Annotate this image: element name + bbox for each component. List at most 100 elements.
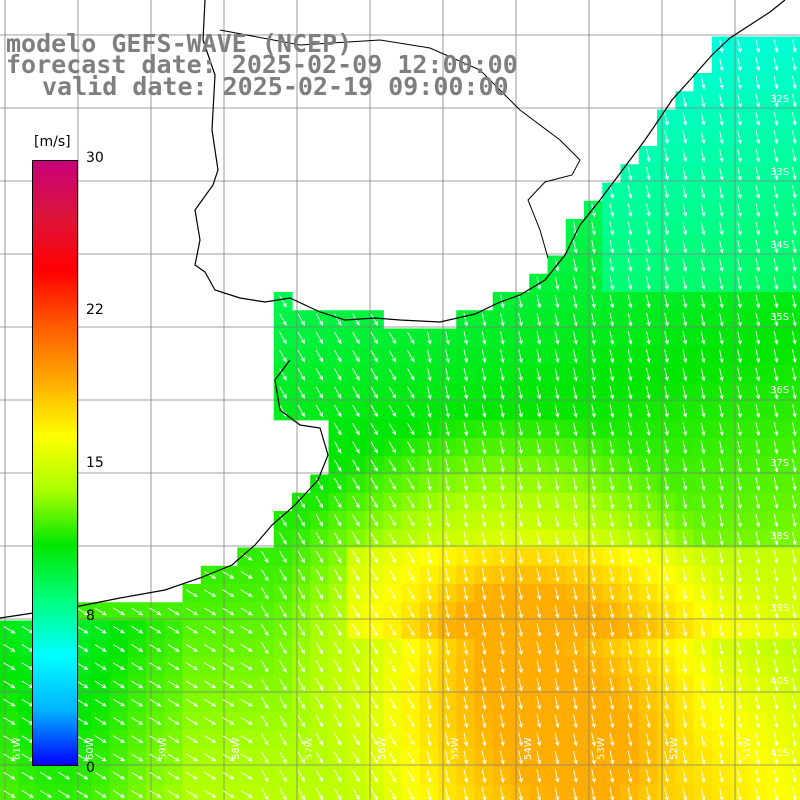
wind-vector-arrow [627, 659, 633, 674]
wind-vector-arrow [279, 313, 287, 326]
wind-vector-arrow [334, 441, 342, 454]
wind-vector-arrow [792, 93, 797, 108]
wind-vector-arrow [591, 294, 596, 309]
wind-speed-cell [784, 547, 800, 567]
wind-vector-arrow [315, 404, 324, 418]
wind-vector-arrow [315, 660, 324, 673]
wind-vector-arrow [737, 550, 742, 565]
wind-vector-arrow [792, 550, 797, 565]
wind-vector-arrow [792, 623, 797, 638]
wind-vector-arrow [76, 662, 89, 671]
wind-vector-arrow [407, 641, 415, 655]
wind-vector-arrow [149, 680, 162, 689]
wind-vector-arrow [773, 458, 779, 473]
wind-vector-arrow [627, 221, 633, 236]
wind-vector-arrow [334, 587, 342, 600]
wind-vector-arrow [352, 532, 360, 545]
wind-vector-arrow [792, 404, 797, 419]
wind-vector-arrow [149, 771, 162, 780]
wind-vector-arrow [591, 221, 596, 236]
wind-vector-arrow [609, 659, 615, 674]
wind-vector-arrow [573, 732, 578, 747]
wind-vector-arrow [500, 787, 505, 800]
wind-vector-arrow [370, 605, 378, 618]
wind-vector-arrow [591, 422, 596, 437]
wind-vector-arrow [427, 732, 432, 747]
wind-vector-arrow [573, 623, 578, 638]
wind-vector-arrow [388, 769, 397, 783]
wind-vector-arrow [737, 57, 742, 72]
lon-label-54w: 54W [523, 737, 534, 760]
wind-vector-arrow [427, 696, 432, 711]
wind-vector-arrow [315, 386, 324, 399]
wind-vector-arrow [261, 641, 269, 655]
wind-vector-arrow [719, 787, 724, 800]
wind-vector-arrow [407, 751, 415, 764]
wind-vector-arrow [94, 753, 107, 762]
wind-speed-cell [784, 200, 800, 220]
wind-speed-cell [401, 784, 421, 800]
wind-vector-arrow [646, 294, 651, 309]
wind-vector-arrow [222, 717, 235, 725]
wind-vector-arrow [573, 404, 578, 419]
wind-vector-arrow [76, 644, 89, 652]
wind-vector-arrow [573, 513, 578, 528]
wind-vector-arrow [700, 258, 706, 273]
wind-vector-arrow [773, 294, 779, 309]
wind-vector-arrow [773, 258, 779, 273]
wind-vector-arrow [94, 717, 107, 725]
wind-vector-arrow [112, 607, 126, 616]
wind-vector-arrow [664, 221, 669, 236]
wind-vector-arrow [315, 368, 324, 381]
wind-vector-arrow [554, 349, 560, 364]
wind-vector-arrow [167, 607, 180, 616]
wind-vector-arrow [591, 586, 596, 601]
wind-vector-arrow [627, 404, 633, 419]
wind-vector-arrow [700, 130, 706, 145]
wind-vector-arrow [591, 349, 596, 364]
wind-vector-arrow [700, 750, 706, 765]
wind-speed-cell [0, 784, 19, 800]
wind-vector-arrow [370, 568, 378, 582]
wind-vector-arrow [755, 696, 761, 711]
wind-vector-arrow [573, 750, 578, 765]
wind-vector-arrow [573, 586, 578, 601]
wind-vector-arrow [573, 367, 578, 382]
wind-vector-arrow [463, 367, 469, 382]
wind-vector-arrow [755, 604, 761, 619]
wind-vector-arrow [388, 714, 397, 728]
colorbar-units: [m/s] [34, 134, 71, 150]
wind-vector-arrow [664, 203, 669, 218]
wind-vector-arrow [554, 367, 560, 382]
wind-vector-arrow [481, 422, 487, 437]
wind-vector-arrow [792, 239, 797, 254]
wind-vector-arrow [646, 185, 651, 200]
wind-vector-arrow [773, 623, 779, 638]
wind-vector-arrow [719, 769, 724, 784]
wind-vector-arrow [463, 349, 469, 364]
wind-vector-arrow [719, 294, 724, 309]
wind-vector-arrow [370, 349, 378, 363]
wind-vector-arrow [3, 790, 16, 798]
wind-vector-arrow [21, 790, 34, 798]
wind-vector-arrow [297, 550, 305, 564]
wind-vector-arrow [536, 458, 542, 473]
wind-vector-arrow [627, 787, 633, 800]
wind-vector-arrow [204, 735, 217, 744]
wind-vector-arrow [370, 495, 378, 509]
wind-vector-arrow [591, 732, 596, 747]
wind-vector-arrow [773, 495, 779, 510]
wind-vector-arrow [131, 717, 144, 725]
wind-vector-arrow [573, 312, 578, 327]
wind-speed-cell [784, 383, 800, 403]
wind-vector-arrow [554, 750, 560, 765]
wind-vector-arrow [149, 753, 162, 762]
wind-speed-cell [73, 784, 92, 800]
wind-vector-arrow [167, 698, 180, 707]
wind-vector-arrow [664, 677, 669, 692]
wind-vector-arrow [755, 349, 761, 364]
wind-vector-arrow [755, 750, 761, 765]
wind-vector-arrow [536, 385, 542, 400]
wind-speed-cell [383, 784, 403, 800]
wind-vector-arrow [682, 550, 688, 565]
